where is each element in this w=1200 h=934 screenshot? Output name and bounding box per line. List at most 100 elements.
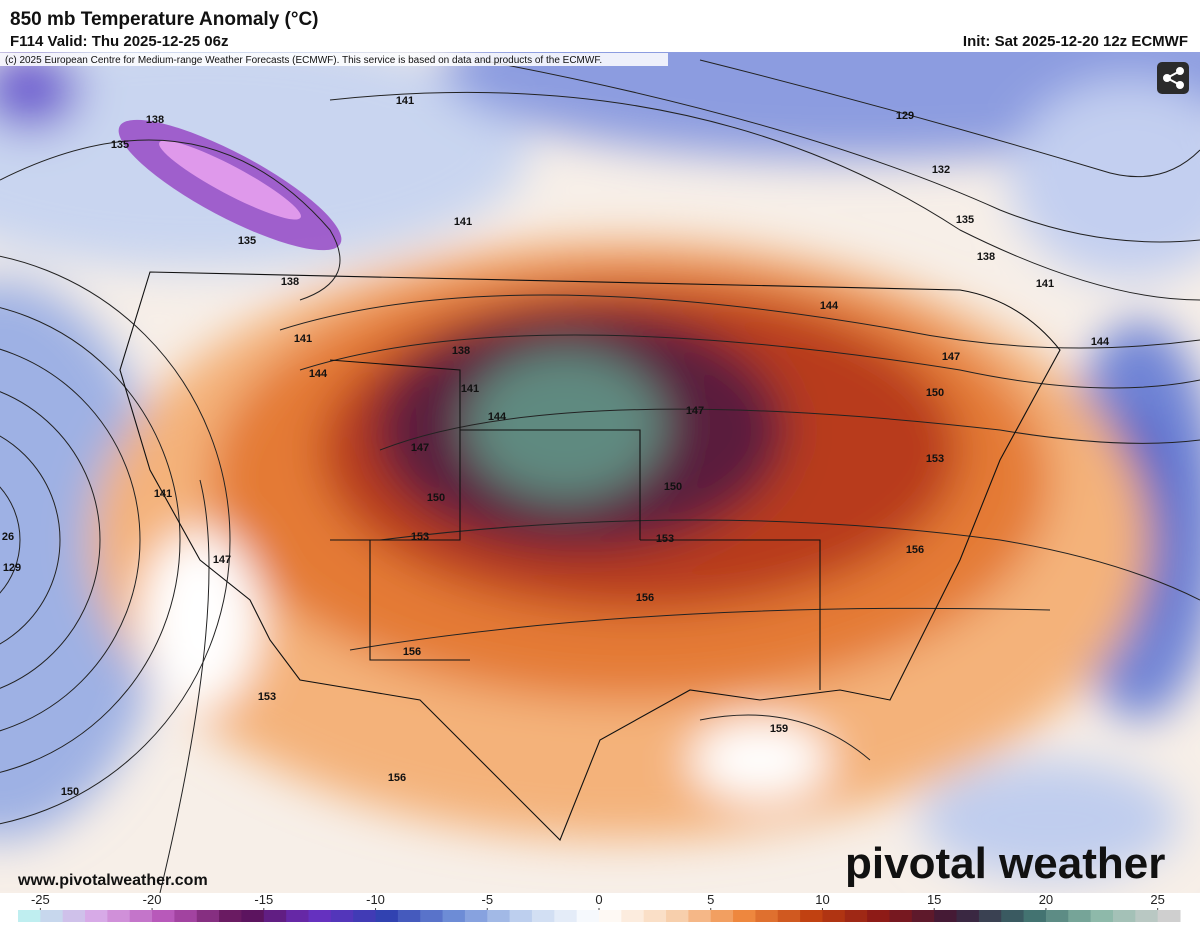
contour-label: 150 [61,786,79,798]
colorbar-swatch [330,910,354,922]
colorbar-swatch [40,910,64,922]
contour-label: 129 [896,110,914,122]
website: www.pivotalweather.com [17,872,208,889]
colorbar-swatch [241,910,265,922]
contour-label: 144 [488,411,507,423]
colorbar-tick-label: 10 [815,892,829,907]
colorbar-tick-label: -15 [254,892,273,907]
share-icon [1163,67,1184,89]
colorbar-swatch [934,910,958,922]
colorbar-swatch [397,910,421,922]
colorbar-swatch [62,910,86,922]
contour-label: 141 [154,488,172,500]
colorbar-swatch [733,910,756,922]
contour-label: 147 [686,405,704,417]
colorbar-swatch [800,910,823,922]
contour-label: 147 [213,554,231,566]
contour-label: 153 [926,453,944,465]
colorbar-swatch [978,910,1002,922]
colorbar-swatch [956,910,980,922]
colorbar-swatch [621,910,645,922]
colorbar-swatch [107,910,131,922]
colorbar-swatch [509,910,533,922]
contour-label: 141 [396,95,414,107]
colorbar-swatch [442,910,466,922]
colorbar-tick-label: 25 [1150,892,1164,907]
colorbar-swatch [353,910,377,922]
title: 850 mb Temperature Anomaly (°C) [10,9,319,30]
colorbar-swatch [487,910,511,922]
colorbar-swatch [375,910,399,922]
colorbar-swatch [420,910,444,922]
contour-label: 156 [636,592,654,604]
contour-label: 144 [820,300,839,312]
contour-label: 141 [294,333,312,345]
contour-label: 135 [956,214,974,226]
colorbar-tick-label: -25 [31,892,50,907]
colorbar-swatch [1068,910,1092,922]
contour-label: 156 [403,646,421,658]
share-button[interactable] [1157,62,1189,94]
contour-label: 153 [411,531,429,543]
contour-label: 153 [656,533,674,545]
map [0,52,1200,893]
colorbar-swatch [129,910,153,922]
contour-label: 153 [258,691,276,703]
contour-label: 26 [2,531,14,543]
contour-labels: 141 138 135 135 138 141 144 141 141 138 135 132 129 1… [2,95,1110,798]
logo: pivotal weather [845,839,1165,888]
colorbar-tick-label: -5 [481,892,493,907]
contour-label: 129 [3,562,21,574]
copyright: (c) 2025 European Centre for Medium-rang… [5,55,602,66]
colorbar-swatch [777,910,801,922]
contour-label: 159 [770,723,788,735]
colorbar-swatch [710,910,734,922]
contours [0,59,1200,893]
contour-label: 150 [664,481,682,493]
colorbar-swatch [755,910,779,922]
contour-label: 156 [906,544,924,556]
colorbar-swatch [196,910,220,922]
colorbar-swatch [174,910,198,922]
contour-label: 135 [238,235,256,247]
contour-label: 147 [942,351,960,363]
colorbar-swatch [666,910,689,922]
colorbar-swatch [1157,910,1181,922]
colorbar-swatch [688,910,712,922]
colorbar-swatch [286,910,309,922]
colorbar-swatch [1001,910,1025,922]
valid-time: F114 Valid: Thu 2025-12-25 06z [10,33,228,50]
colorbar-swatch [844,910,868,922]
colorbar-swatch [1112,910,1136,922]
colorbar-swatch [464,910,488,922]
colorbar-swatch [822,910,846,922]
contour-label: 141 [1036,278,1054,290]
colorbar-tick-label: 0 [595,892,602,907]
colorbar-swatch [911,910,935,922]
borders [119,271,1061,841]
colorbar-tick-label: -10 [366,892,385,907]
colorbar-swatch [1023,910,1047,922]
colorbar-swatch [219,910,242,922]
colorbar-swatch [152,910,175,922]
contour-label: 144 [1091,336,1110,348]
colorbar-swatch [85,910,108,922]
contour-label: 141 [461,383,479,395]
colorbar-swatch [1090,910,1114,922]
contour-label: 138 [977,251,995,263]
colorbar-swatch [1045,910,1069,922]
colorbar-swatch [643,910,667,922]
contour-label: 144 [309,368,328,380]
colorbar-tick-label: 20 [1039,892,1053,907]
contour-label: 135 [111,139,129,151]
init-time: Init: Sat 2025-12-20 12z ECMWF [963,33,1188,50]
colorbar-swatch [554,910,578,922]
colorbar-swatch [1135,910,1159,922]
contour-label: 138 [452,345,470,357]
colorbar-swatch [867,910,890,922]
contour-label: 138 [281,276,299,288]
colorbar-swatch [576,910,600,922]
contour-label: 150 [926,387,944,399]
contour-label: 132 [932,164,950,176]
